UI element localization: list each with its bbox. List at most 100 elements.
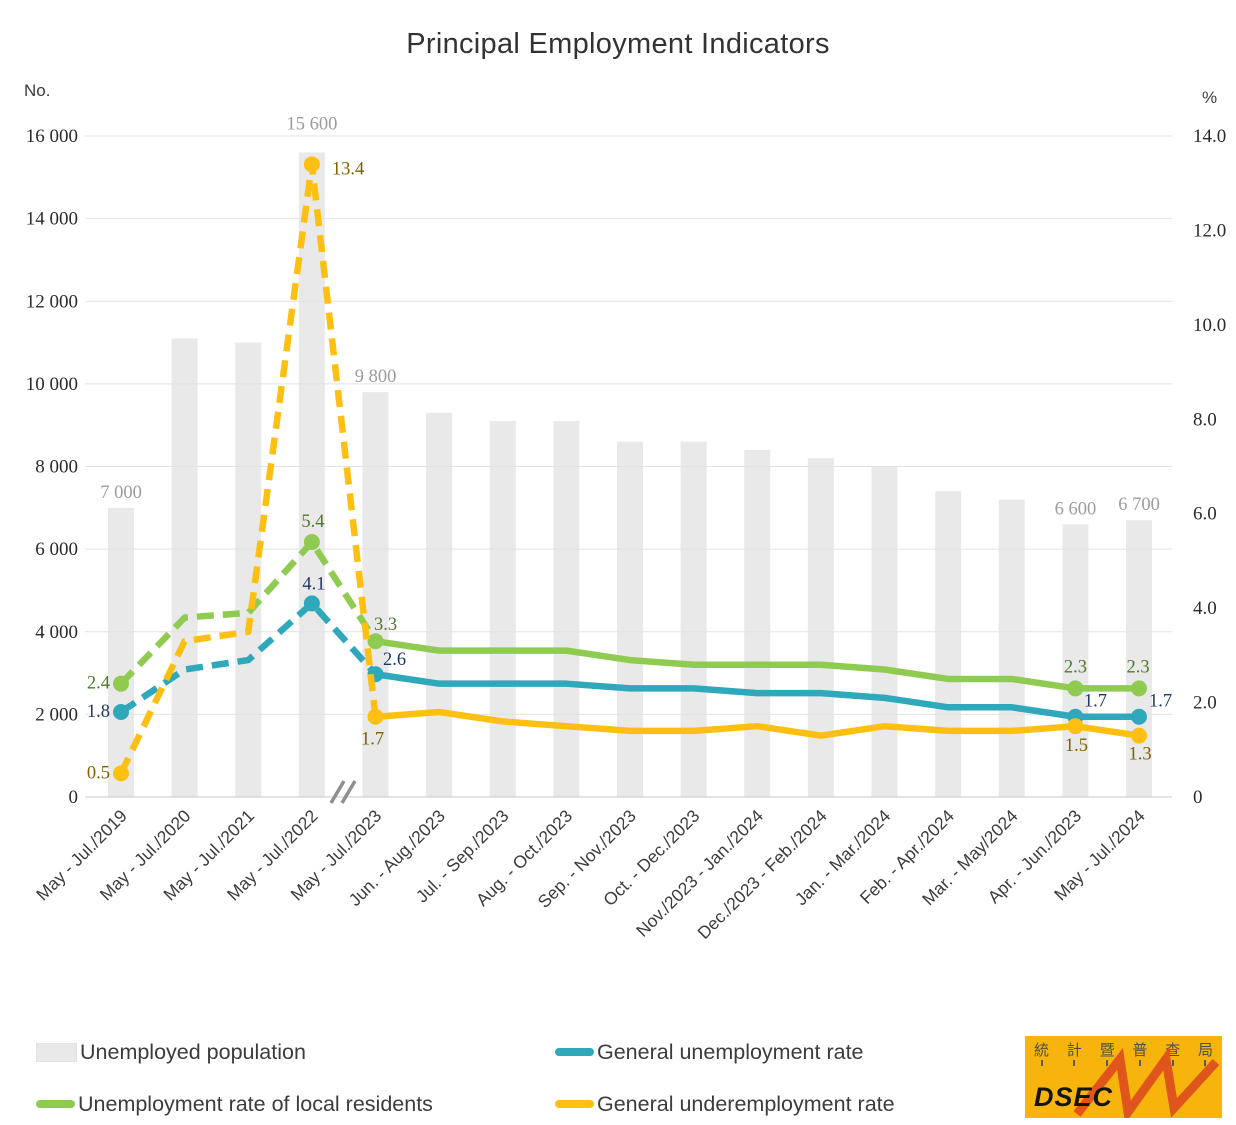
line-dashed-unemployment-rate-of-local-residents	[118, 538, 379, 686]
right-axis-tick: 10.0	[1193, 315, 1226, 336]
point-label-general-underemployment-rate: 1.7	[361, 730, 384, 750]
bar-14	[998, 499, 1025, 797]
bar-3	[298, 152, 325, 797]
dsec-zigzag-icon	[1073, 1047, 1220, 1118]
point-marker-general-unemployment-rate	[1131, 708, 1147, 725]
chart-plot-area: 7 000 15 600 9 800 6 600 6 700 16 000 14 000 12…	[26, 115, 1227, 943]
point-marker-general-underemployment-rate	[303, 156, 320, 173]
axis-break-mark	[340, 780, 357, 804]
left-axis-unit: No.	[24, 81, 51, 100]
point-marker-general-underemployment-rate	[1067, 718, 1084, 735]
left-axis-tick: 12 000	[26, 291, 78, 312]
left-axis-tick: 14 000	[26, 209, 78, 230]
bar-15	[1062, 524, 1089, 797]
right-axis-tick: 2.0	[1193, 693, 1217, 714]
bar-8	[617, 441, 643, 797]
point-label-general-unemployment-rate: 1.7	[1084, 692, 1107, 712]
bar-0	[108, 507, 134, 797]
line-swatch-icon	[36, 1100, 75, 1108]
left-axis-tick: 2 000	[35, 704, 78, 725]
legend-label: Unemployed population	[80, 1039, 306, 1064]
point-marker-unemployment-rate-of-local-residents	[303, 534, 320, 551]
point-label-general-unemployment-rate: 1.8	[87, 702, 110, 722]
right-axis-tick: 4.0	[1193, 598, 1217, 619]
point-marker-general-unemployment-rate	[113, 704, 129, 721]
point-label-unemployment-rate-of-local-residents: 2.3	[1064, 657, 1087, 677]
line-swatch-icon	[555, 1048, 594, 1056]
point-marker-unemployment-rate-of-local-residents	[1131, 680, 1147, 697]
legend-label: General unemployment rate	[597, 1039, 864, 1064]
point-label-general-unemployment-rate: 2.6	[383, 650, 406, 670]
zigzag-line	[1073, 1047, 1220, 1118]
point-marker-unemployment-rate-of-local-residents	[113, 675, 129, 692]
left-axis-tick: 8 000	[35, 457, 78, 478]
point-marker-unemployment-rate-of-local-residents	[367, 633, 384, 650]
right-axis-tick: 0	[1193, 787, 1203, 808]
line-dashed-general-unemployment-rate	[119, 600, 378, 715]
bar-10	[744, 449, 771, 797]
legend-item-general-underemployment-rate: General underemployment rate	[555, 1078, 996, 1125]
bar-7	[553, 421, 580, 797]
bar-value-label: 15 600	[286, 115, 337, 135]
legend-label: General underemployment rate	[597, 1091, 895, 1116]
right-axis-tick: 14.0	[1193, 126, 1226, 147]
axis-break-mark	[329, 780, 346, 804]
bar-value-label: 7 000	[100, 483, 142, 503]
legend-label: Unemployment rate of local residents	[78, 1091, 433, 1116]
cjk-character: 統	[1034, 1042, 1049, 1066]
bar-13	[935, 491, 962, 797]
right-axis-tick: 12.0	[1193, 220, 1226, 241]
left-axis-tick: 16 000	[26, 126, 78, 147]
bar-11	[807, 458, 834, 797]
right-axis-unit: %	[1202, 88, 1218, 107]
legend-item-unemployed-population: Unemployed population	[36, 1026, 555, 1078]
cjk-character: 普	[1132, 1042, 1147, 1066]
left-axis-tick: 6 000	[35, 539, 78, 560]
point-label-general-unemployment-rate: 4.1	[302, 574, 325, 594]
cjk-character: 局	[1198, 1042, 1213, 1066]
point-marker-general-underemployment-rate	[1131, 727, 1147, 744]
bar-swatch-icon	[36, 1042, 77, 1062]
point-label-general-underemployment-rate: 0.5	[87, 763, 110, 783]
line-swatch-icon	[555, 1100, 594, 1108]
point-label-unemployment-rate-of-local-residents: 3.3	[374, 615, 397, 635]
bar-value-label: 6 700	[1118, 495, 1160, 515]
point-label-unemployment-rate-of-local-residents: 2.3	[1126, 657, 1149, 677]
cjk-character: 暨	[1100, 1042, 1115, 1066]
legend-item-local-residents-rate: Unemployment rate of local residents	[36, 1078, 555, 1125]
point-marker-unemployment-rate-of-local-residents	[1067, 680, 1084, 697]
line-dashed-general-underemployment-rate	[118, 161, 379, 775]
point-marker-general-unemployment-rate	[303, 595, 320, 612]
line-solid-general-underemployment-rate	[372, 708, 1143, 739]
left-axis-tick: 0	[69, 787, 79, 808]
dsec-logo-latin-text: DSEC	[1034, 1082, 1114, 1112]
point-marker-general-underemployment-rate	[367, 708, 384, 725]
chart-title: Principal Employment Indicators	[406, 28, 830, 60]
point-label-unemployment-rate-of-local-residents: 2.4	[87, 674, 110, 694]
point-marker-general-underemployment-rate	[113, 765, 129, 782]
legend-item-general-unemployment-rate: General unemployment rate	[555, 1026, 996, 1078]
bar-5	[426, 412, 453, 797]
dsec-logo: 統計暨普查局 DSEC	[1025, 1036, 1222, 1118]
category-label-10: Nov./2023 - Jan./2024	[632, 806, 767, 941]
bar-value-label: 6 600	[1055, 499, 1097, 519]
bar-value-label: 9 800	[355, 367, 397, 387]
left-axis-tick: 10 000	[26, 374, 78, 395]
bar-4	[362, 392, 389, 797]
point-label-general-unemployment-rate: 1.7	[1149, 692, 1172, 712]
right-axis-tick: 8.0	[1193, 409, 1217, 430]
point-label-general-underemployment-rate: 13.4	[332, 159, 364, 179]
left-axis-tick: 4 000	[35, 622, 78, 643]
right-axis-tick: 6.0	[1193, 504, 1217, 525]
cjk-character: 計	[1067, 1042, 1082, 1066]
bar-6	[489, 421, 516, 797]
point-label-general-underemployment-rate: 1.5	[1065, 736, 1088, 756]
point-label-unemployment-rate-of-local-residents: 5.4	[301, 512, 324, 532]
line-solid-general-unemployment-rate	[372, 670, 1143, 720]
bar-16	[1126, 520, 1152, 797]
line-solid-unemployment-rate-of-local-residents	[372, 637, 1143, 692]
bar-1	[171, 338, 198, 797]
bar-9	[680, 441, 707, 797]
chart-legend: Unemployed population General unemployme…	[36, 1026, 996, 1125]
